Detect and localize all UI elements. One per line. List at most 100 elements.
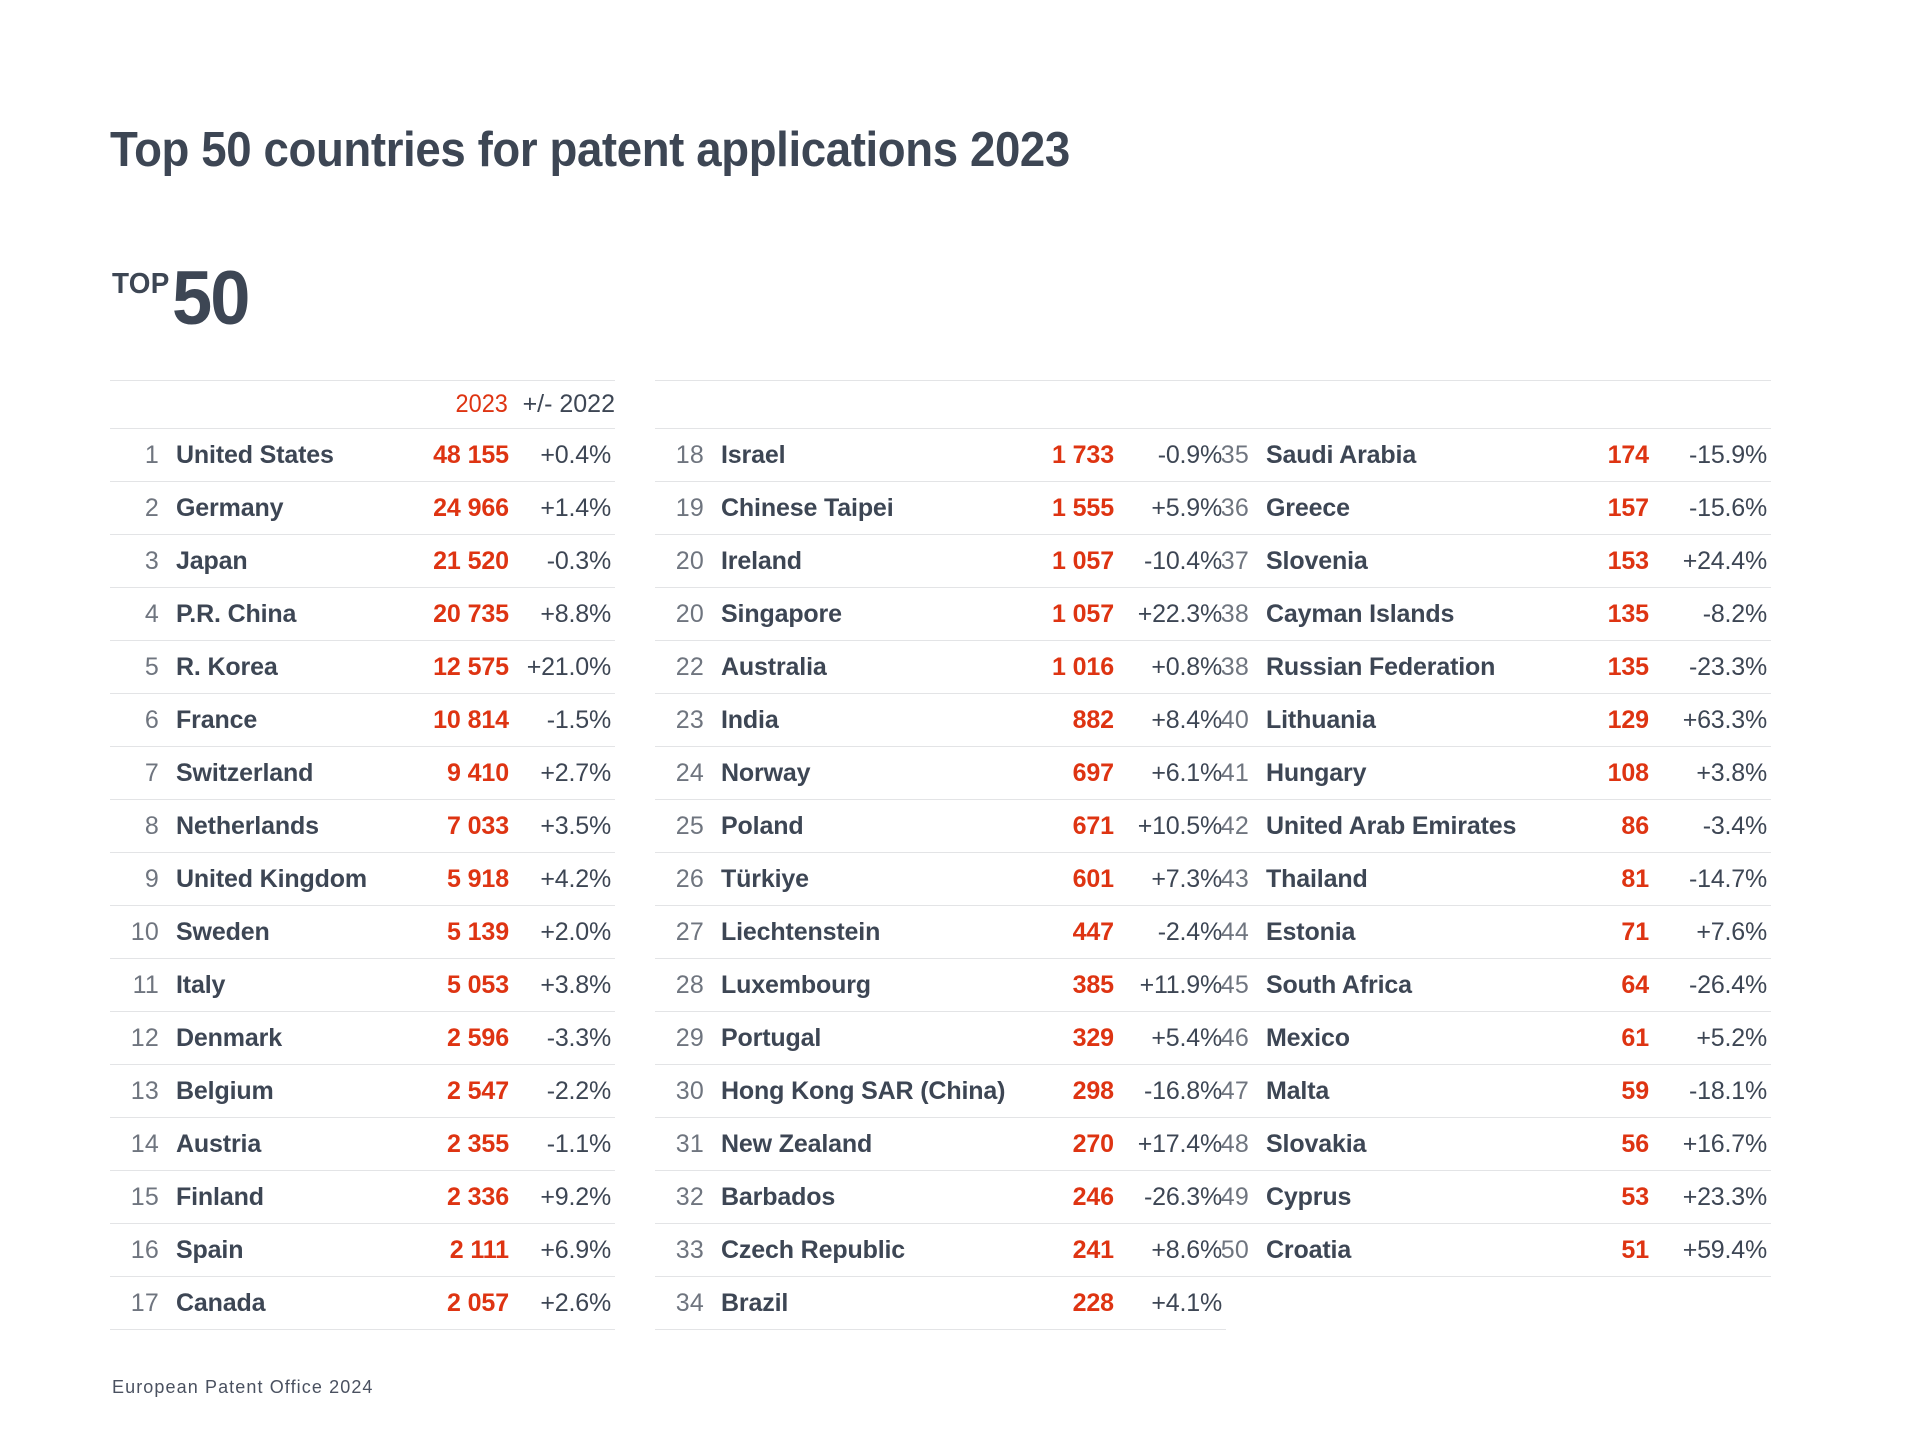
row-change-vs-2022: +0.4% xyxy=(511,429,615,482)
table-row: 25Poland671+10.5% xyxy=(655,800,1226,853)
row-applications-2023: 241 xyxy=(1021,1224,1116,1277)
row-applications-2023: 2 355 xyxy=(406,1118,511,1171)
row-country-name: Lithuania xyxy=(1266,694,1566,747)
table-row: 14Austria2 355-1.1% xyxy=(110,1118,615,1171)
row-applications-2023: 20 735 xyxy=(406,588,511,641)
row-rank: 5 xyxy=(110,641,176,694)
header-rank-blank xyxy=(1200,381,1266,429)
table-row: 41Hungary108+3.8% xyxy=(1200,747,1771,800)
table-row: 43Thailand81-14.7% xyxy=(1200,853,1771,906)
row-applications-2023: 385 xyxy=(1021,959,1116,1012)
row-applications-2023: 53 xyxy=(1566,1171,1651,1224)
row-rank: 19 xyxy=(655,482,721,535)
table-row: 8Netherlands7 033+3.5% xyxy=(110,800,615,853)
row-rank: 2 xyxy=(110,482,176,535)
row-applications-2023: 174 xyxy=(1566,429,1651,482)
row-change-vs-2022: +21.0% xyxy=(511,641,615,694)
row-applications-2023: 2 057 xyxy=(406,1277,511,1330)
row-applications-2023: 51 xyxy=(1566,1224,1651,1277)
row-applications-2023: 2 596 xyxy=(406,1012,511,1065)
table-row: 3Japan21 520-0.3% xyxy=(110,535,615,588)
row-applications-2023: 298 xyxy=(1021,1065,1116,1118)
row-country-name: Barbados xyxy=(721,1171,1021,1224)
table-row: 46Mexico61+5.2% xyxy=(1200,1012,1771,1065)
row-rank: 48 xyxy=(1200,1118,1266,1171)
row-country-name: Singapore xyxy=(721,588,1021,641)
top50-logo-word: TOP xyxy=(112,268,170,299)
row-country-name: Japan xyxy=(176,535,406,588)
table-row: 38Cayman Islands135-8.2% xyxy=(1200,588,1771,641)
row-change-vs-2022: -15.6% xyxy=(1651,482,1771,535)
row-applications-2023: 1 733 xyxy=(1021,429,1116,482)
row-country-name: France xyxy=(176,694,406,747)
table-row: 50Croatia51+59.4% xyxy=(1200,1224,1771,1277)
row-change-vs-2022: +2.7% xyxy=(511,747,615,800)
row-change-vs-2022: +2.0% xyxy=(511,906,615,959)
row-rank: 4 xyxy=(110,588,176,641)
row-country-name: Slovenia xyxy=(1266,535,1566,588)
row-rank: 42 xyxy=(1200,800,1266,853)
table-row: 49Cyprus53+23.3% xyxy=(1200,1171,1771,1224)
row-applications-2023: 1 057 xyxy=(1021,588,1116,641)
row-rank: 43 xyxy=(1200,853,1266,906)
row-rank: 49 xyxy=(1200,1171,1266,1224)
header-change-2022: +/- 2022 xyxy=(511,381,615,429)
row-country-name: Sweden xyxy=(176,906,406,959)
row-rank: 1 xyxy=(110,429,176,482)
row-change-vs-2022: +2.6% xyxy=(511,1277,615,1330)
row-change-vs-2022: -26.4% xyxy=(1651,959,1771,1012)
row-applications-2023: 5 053 xyxy=(406,959,511,1012)
table-row: 20Ireland1 057-10.4% xyxy=(655,535,1226,588)
row-country-name: P.R. China xyxy=(176,588,406,641)
row-applications-2023: 7 033 xyxy=(406,800,511,853)
row-country-name: Italy xyxy=(176,959,406,1012)
table-row: 23India882+8.4% xyxy=(655,694,1226,747)
table-row: 33Czech Republic241+8.6% xyxy=(655,1224,1226,1277)
row-applications-2023: 1 016 xyxy=(1021,641,1116,694)
header-rank-blank xyxy=(655,381,721,429)
table-row: 26Türkiye601+7.3% xyxy=(655,853,1226,906)
row-rank: 3 xyxy=(110,535,176,588)
row-country-name: Chinese Taipei xyxy=(721,482,1021,535)
row-applications-2023: 64 xyxy=(1566,959,1651,1012)
row-change-vs-2022: -0.3% xyxy=(511,535,615,588)
row-country-name: Portugal xyxy=(721,1012,1021,1065)
row-applications-2023: 2 336 xyxy=(406,1171,511,1224)
table-row: 1United States48 155+0.4% xyxy=(110,429,615,482)
row-applications-2023: 108 xyxy=(1566,747,1651,800)
table-row: 10Sweden5 139+2.0% xyxy=(110,906,615,959)
row-rank: 32 xyxy=(655,1171,721,1224)
table-row: 29Portugal329+5.4% xyxy=(655,1012,1226,1065)
table-row: 16Spain2 111+6.9% xyxy=(110,1224,615,1277)
table-row: 15Finland2 336+9.2% xyxy=(110,1171,615,1224)
row-change-vs-2022: -23.3% xyxy=(1651,641,1771,694)
table-row: 38Russian Federation135-23.3% xyxy=(1200,641,1771,694)
row-applications-2023: 447 xyxy=(1021,906,1116,959)
ranking-columns: 2023+/- 20221United States48 155+0.4%2Ge… xyxy=(110,380,1840,1330)
table-row: 18Israel1 733-0.9% xyxy=(655,429,1226,482)
row-country-name: Russian Federation xyxy=(1266,641,1566,694)
row-applications-2023: 697 xyxy=(1021,747,1116,800)
row-rank: 50 xyxy=(1200,1224,1266,1277)
row-country-name: Belgium xyxy=(176,1065,406,1118)
row-country-name: R. Korea xyxy=(176,641,406,694)
header-change-2022 xyxy=(1651,381,1771,429)
row-change-vs-2022: +1.4% xyxy=(511,482,615,535)
row-applications-2023: 21 520 xyxy=(406,535,511,588)
table-row: 5R. Korea12 575+21.0% xyxy=(110,641,615,694)
row-applications-2023: 671 xyxy=(1021,800,1116,853)
header-country-blank xyxy=(176,381,406,429)
top50-logo: TOP 50 xyxy=(112,268,253,337)
row-change-vs-2022: +63.3% xyxy=(1651,694,1771,747)
row-applications-2023: 71 xyxy=(1566,906,1651,959)
row-country-name: Austria xyxy=(176,1118,406,1171)
table-header-row: 2023+/- 2022 xyxy=(110,381,615,429)
row-country-name: Poland xyxy=(721,800,1021,853)
table-row: 6France10 814-1.5% xyxy=(110,694,615,747)
row-change-vs-2022: -1.1% xyxy=(511,1118,615,1171)
row-applications-2023: 882 xyxy=(1021,694,1116,747)
row-applications-2023: 135 xyxy=(1566,588,1651,641)
row-rank: 47 xyxy=(1200,1065,1266,1118)
table-row: 2Germany24 966+1.4% xyxy=(110,482,615,535)
row-applications-2023: 5 918 xyxy=(406,853,511,906)
